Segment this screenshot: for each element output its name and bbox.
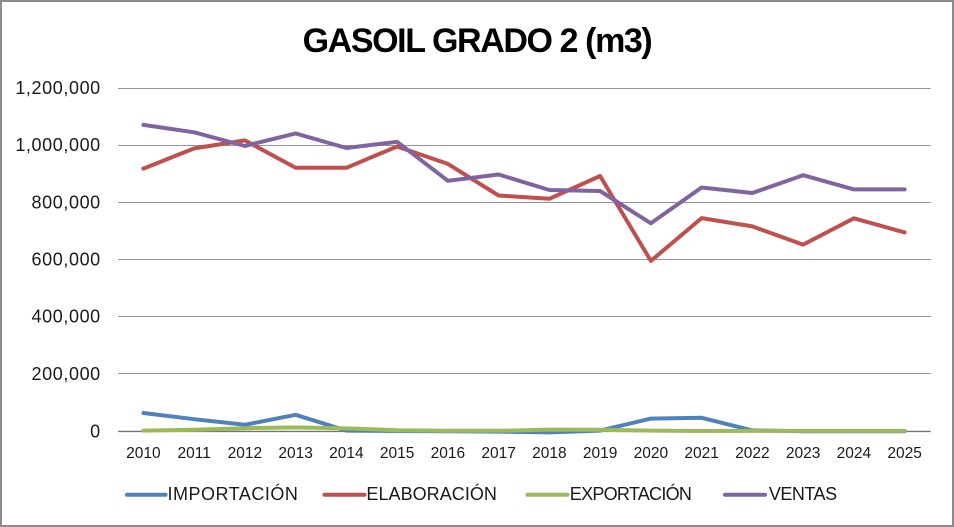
svg-text:2013: 2013 <box>278 445 312 462</box>
svg-text:2010: 2010 <box>126 445 161 462</box>
svg-text:2024: 2024 <box>837 445 872 462</box>
svg-text:0: 0 <box>90 421 101 441</box>
svg-text:2017: 2017 <box>481 445 515 462</box>
svg-text:GASOIL GRADO 2 (m3): GASOIL GRADO 2 (m3) <box>303 22 652 60</box>
svg-text:ELABORACIÓN: ELABORACIÓN <box>366 483 497 504</box>
svg-text:2016: 2016 <box>431 445 465 462</box>
svg-text:2012: 2012 <box>228 445 262 462</box>
svg-text:2014: 2014 <box>329 445 364 462</box>
svg-text:2022: 2022 <box>735 445 769 462</box>
svg-text:2020: 2020 <box>634 445 669 462</box>
svg-text:IMPORTACIÓN: IMPORTACIÓN <box>168 483 299 504</box>
svg-text:2011: 2011 <box>178 445 211 462</box>
svg-text:VENTAS: VENTAS <box>769 484 837 504</box>
svg-text:400,000: 400,000 <box>32 307 101 327</box>
svg-text:2015: 2015 <box>380 445 414 462</box>
svg-text:EXPORTACIÓN: EXPORTACIÓN <box>570 483 691 504</box>
svg-text:2021: 2021 <box>684 445 718 462</box>
svg-text:200,000: 200,000 <box>32 364 101 384</box>
svg-text:2019: 2019 <box>583 445 617 462</box>
svg-text:1,000,000: 1,000,000 <box>15 135 100 155</box>
svg-text:800,000: 800,000 <box>32 192 101 212</box>
svg-text:2018: 2018 <box>532 445 566 462</box>
svg-text:2023: 2023 <box>786 445 820 462</box>
svg-text:2025: 2025 <box>887 445 921 462</box>
svg-text:1,200,000: 1,200,000 <box>15 78 100 98</box>
svg-text:600,000: 600,000 <box>32 250 101 270</box>
